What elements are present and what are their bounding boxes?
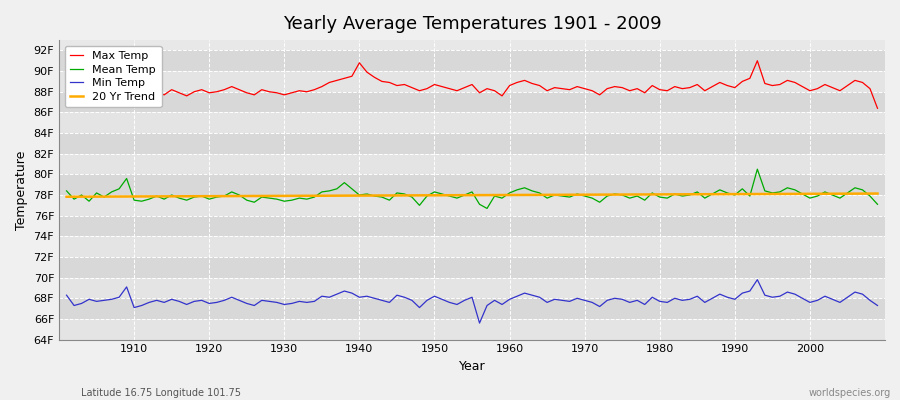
Max Temp — [594, 92, 605, 97]
Max Temp — [504, 83, 515, 88]
Bar — [59, 298, 885, 319]
Line: Max Temp: Max Temp — [67, 61, 878, 108]
X-axis label: Year: Year — [459, 360, 485, 373]
Min Temp — [61, 293, 72, 298]
Min Temp — [872, 303, 883, 308]
Bar — [59, 319, 885, 340]
Bar — [59, 195, 885, 216]
20 Yr Trend — [504, 192, 515, 197]
Bar — [59, 257, 885, 278]
Bar — [59, 174, 885, 195]
Bar — [59, 133, 885, 154]
20 Yr Trend — [331, 193, 342, 198]
Max Temp — [286, 90, 297, 95]
Line: 20 Yr Trend: 20 Yr Trend — [67, 194, 878, 197]
Bar — [59, 216, 885, 236]
20 Yr Trend — [286, 194, 297, 198]
Mean Temp — [512, 188, 523, 192]
Text: worldspecies.org: worldspecies.org — [809, 388, 891, 398]
Min Temp — [331, 292, 342, 296]
Mean Temp — [602, 194, 613, 198]
Min Temp — [122, 284, 132, 289]
Bar — [59, 278, 885, 298]
20 Yr Trend — [594, 192, 605, 197]
Legend: Max Temp, Mean Temp, Min Temp, 20 Yr Trend: Max Temp, Mean Temp, Min Temp, 20 Yr Tre… — [65, 46, 162, 107]
20 Yr Trend — [497, 193, 508, 198]
Min Temp — [512, 294, 523, 299]
Text: Latitude 16.75 Longitude 101.75: Latitude 16.75 Longitude 101.75 — [81, 388, 241, 398]
Bar — [59, 92, 885, 112]
Mean Temp — [61, 188, 72, 193]
Max Temp — [122, 82, 132, 87]
20 Yr Trend — [61, 194, 72, 199]
Mean Temp — [504, 190, 515, 195]
Min Temp — [286, 301, 297, 306]
Max Temp — [752, 58, 763, 63]
Mean Temp — [331, 186, 342, 191]
Line: Min Temp: Min Temp — [67, 280, 878, 323]
Mean Temp — [286, 198, 297, 202]
Max Temp — [872, 106, 883, 111]
Min Temp — [602, 298, 613, 303]
Max Temp — [497, 94, 508, 98]
Min Temp — [474, 321, 485, 326]
Min Temp — [752, 277, 763, 282]
Bar — [59, 71, 885, 92]
Mean Temp — [752, 167, 763, 172]
Y-axis label: Temperature: Temperature — [15, 150, 28, 230]
Mean Temp — [482, 206, 492, 211]
Bar — [59, 50, 885, 71]
Mean Temp — [872, 202, 883, 207]
Mean Temp — [122, 176, 132, 181]
Min Temp — [504, 297, 515, 302]
Line: Mean Temp: Mean Temp — [67, 169, 878, 208]
20 Yr Trend — [122, 194, 132, 199]
Title: Yearly Average Temperatures 1901 - 2009: Yearly Average Temperatures 1901 - 2009 — [283, 15, 662, 33]
Bar — [59, 112, 885, 133]
Max Temp — [61, 81, 72, 86]
20 Yr Trend — [872, 191, 883, 196]
Bar — [59, 154, 885, 174]
Bar — [59, 236, 885, 257]
Max Temp — [331, 78, 342, 83]
